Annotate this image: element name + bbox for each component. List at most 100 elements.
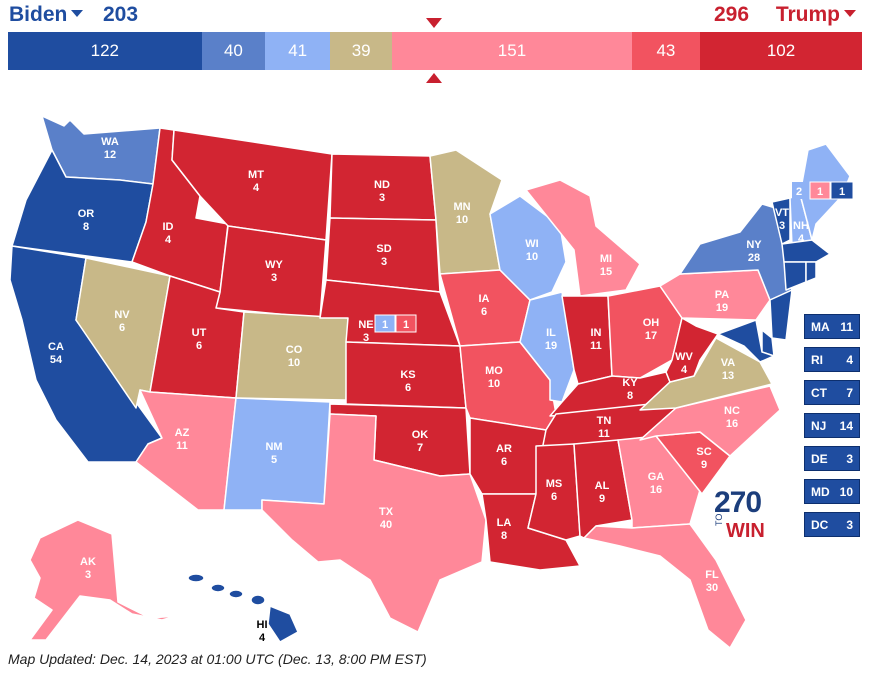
state-ev-ok: 7 [417,442,423,454]
small-state-ev: 3 [846,517,853,532]
state-label-nd: ND [374,179,390,191]
small-state-md[interactable]: MD 10 [804,479,860,504]
state-nj[interactable] [769,289,793,341]
state-md[interactable] [717,319,775,363]
small-state-nj[interactable]: NJ 14 [804,413,860,438]
map-updated-text: Map Updated: Dec. 14, 2023 at 01:00 UTC … [8,651,427,667]
state-label-mn: MN [453,201,470,213]
state-ev-pa: 19 [716,302,728,314]
state-label-nv: NV [114,309,130,321]
state-ev-wv: 4 [681,364,688,376]
majority-marker-top-icon [426,18,442,28]
small-state-de[interactable]: DE 3 [804,446,860,471]
small-state-abbr: RI [811,352,823,367]
state-ev-tx: 40 [380,519,392,531]
state-ev-la: 8 [501,530,507,542]
ne-district-2-ev: 1 [403,319,409,331]
state-fl[interactable] [583,523,747,649]
state-ev-ia: 6 [481,306,487,318]
state-ev-ms: 6 [551,491,557,503]
state-ev-ny: 28 [748,252,760,264]
rep-candidate-name: Trump [775,3,840,26]
state-ev-mt: 4 [253,182,260,194]
state-ev-ne: 3 [363,332,369,344]
state-sd[interactable] [325,217,441,293]
state-label-ne: NE [358,319,373,331]
state-ev-mi: 15 [600,266,612,278]
rep-candidate-dropdown[interactable]: Trump [776,3,862,27]
state-ev-nv: 6 [119,322,125,334]
state-co[interactable] [235,311,349,401]
state-label-ca: CA [48,341,64,353]
state-ev-al: 9 [599,493,605,505]
bar-segment-likely_rep: 43 [631,32,701,70]
state-ev-sc: 9 [701,459,707,471]
state-label-ny: NY [746,239,762,251]
maine-districts[interactable]: 2 1 1 [792,181,854,200]
state-ev-il: 19 [545,340,557,352]
state-label-ky: KY [622,377,638,389]
state-ev-tn: 11 [598,428,610,440]
small-state-dc[interactable]: DC 3 [804,512,860,537]
bar-segment-lean_rep: 151 [392,32,632,70]
state-ri[interactable] [805,261,817,283]
state-label-ok: OK [412,429,429,441]
state-label-hi: HI [257,619,268,631]
logo-win: WIN [726,520,765,542]
state-vt[interactable] [771,197,791,245]
electoral-vote-bar: 122 40 41 39 151 43 102 [8,32,862,70]
state-ev-ga: 16 [650,484,662,496]
state-label-va: VA [721,357,736,369]
state-wi[interactable] [489,195,567,301]
state-ev-ak: 3 [85,569,91,581]
state-tx[interactable] [261,413,487,633]
dem-candidate-dropdown[interactable]: Biden [9,3,89,27]
270towin-logo: 270 TO WIN [714,486,776,542]
state-label-wy: WY [265,259,283,271]
small-state-abbr: DC [811,517,829,532]
state-label-vt: VT [775,207,789,219]
state-label-in: IN [591,327,602,339]
state-ev-vt: 3 [779,220,785,232]
state-label-co: CO [286,344,303,356]
small-state-list: MA 11 RI 4 CT 7 NJ 14 DE 3 MD 10 DC 3 [804,314,862,545]
state-ar[interactable] [469,417,547,495]
state-label-la: LA [497,517,512,529]
state-label-wa: WA [101,136,119,148]
state-label-wi: WI [525,238,538,250]
state-wv[interactable] [665,317,719,383]
state-ak[interactable] [29,519,177,641]
me-label: 2 [796,186,802,198]
state-label-sd: SD [376,243,391,255]
header: Biden 203 296 Trump [0,0,872,30]
state-label-oh: OH [643,317,660,329]
state-ma[interactable] [781,239,831,263]
small-state-ct[interactable]: CT 7 [804,380,860,405]
state-ev-ut: 6 [196,340,202,352]
state-ev-sd: 3 [381,256,387,268]
state-label-pa: PA [715,289,730,301]
small-state-ev: 7 [846,385,853,400]
state-ev-or: 8 [83,221,89,233]
state-mi[interactable] [525,179,641,297]
state-label-ar: AR [496,443,512,455]
state-label-ks: KS [400,369,415,381]
majority-marker-bottom-icon [426,73,442,83]
nebraska-districts[interactable]: 1 1 [374,314,417,333]
rep-electoral-total: 296 [714,3,750,26]
state-ev-co: 10 [288,357,300,369]
state-ev-mn: 10 [456,214,468,226]
state-ct[interactable] [783,261,807,291]
state-ev-nd: 3 [379,192,385,204]
small-state-ri[interactable]: RI 4 [804,347,860,372]
small-state-ma[interactable]: MA 11 [804,314,860,339]
small-state-ev: 11 [840,319,853,334]
state-ev-wy: 3 [271,272,277,284]
state-ev-va: 13 [722,370,734,382]
state-hi[interactable] [187,573,299,643]
state-label-wv: WV [675,351,693,363]
state-label-ia: IA [479,293,490,305]
state-ev-ca: 54 [50,354,63,366]
state-label-mo: MO [485,365,503,377]
state-label-ms: MS [546,478,563,490]
